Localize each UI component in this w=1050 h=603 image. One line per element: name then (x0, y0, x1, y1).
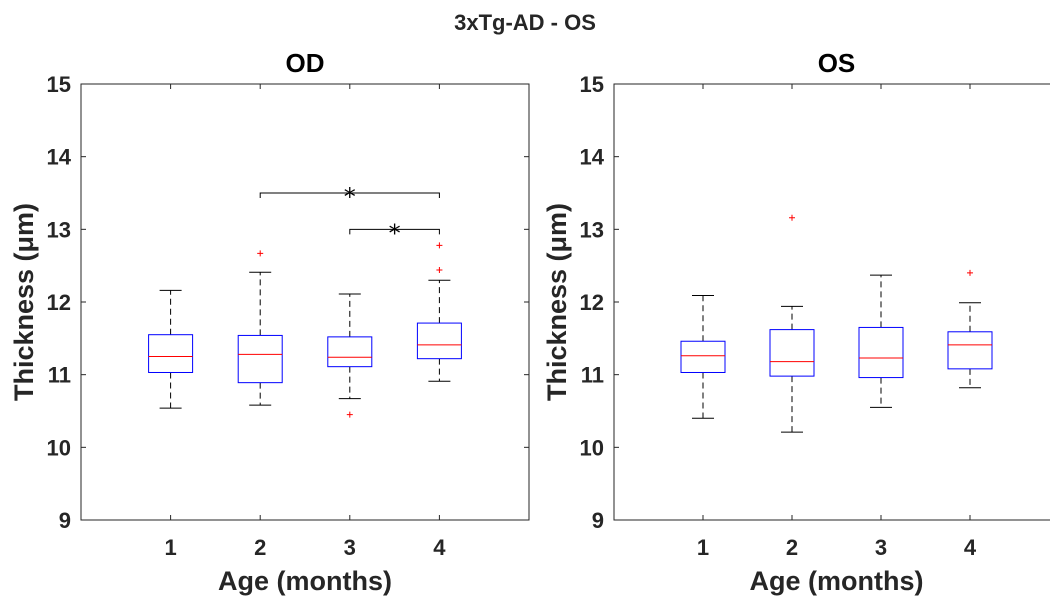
y-tick-label: 13 (47, 217, 71, 242)
outlier-marker (789, 214, 795, 221)
plot-frame (613, 83, 1050, 521)
figure-title: 3xTg-AD - OS (454, 10, 596, 35)
y-tick-label: 10 (580, 435, 604, 460)
box-iqr (947, 331, 993, 370)
panel-title: OD (286, 48, 325, 78)
x-tick-label: 1 (164, 535, 176, 560)
y-tick-label: 13 (580, 217, 604, 242)
box-iqr (769, 329, 815, 377)
panel-title: OS (818, 48, 856, 78)
x-axis-label: Age (months) (218, 566, 392, 596)
plot-frame (80, 83, 530, 521)
significance-star: * (344, 183, 356, 211)
outlier-marker (436, 267, 443, 274)
y-axis-label: Thickness (μm) (542, 203, 572, 401)
x-axis-label: Age (months) (750, 566, 924, 596)
y-tick-label: 14 (580, 145, 605, 170)
x-tick-label: 2 (786, 535, 798, 560)
y-tick-label: 11 (581, 363, 604, 388)
box-iqr (416, 322, 462, 360)
x-tick-label: 1 (697, 535, 709, 560)
box-iqr (327, 336, 373, 368)
y-tick-label: 9 (592, 508, 604, 533)
y-tick-label: 14 (47, 145, 72, 170)
significance-star: * (389, 219, 401, 247)
y-tick-label: 12 (580, 290, 604, 315)
outlier-marker (967, 269, 973, 276)
y-tick-label: 10 (47, 435, 71, 460)
box-iqr (148, 334, 194, 373)
x-tick-label: 2 (254, 535, 266, 560)
significance-bracket (349, 228, 440, 235)
x-tick-label: 3 (344, 535, 356, 560)
y-tick-label: 11 (48, 363, 71, 388)
y-tick-label: 15 (580, 72, 604, 97)
box-iqr (237, 334, 283, 384)
y-tick-label: 15 (47, 72, 71, 97)
outlier-marker (436, 242, 443, 249)
box-iqr (858, 326, 904, 379)
y-tick-label: 9 (59, 508, 71, 533)
x-tick-label: 3 (875, 535, 887, 560)
outlier-marker (257, 250, 264, 257)
x-tick-label: 4 (433, 535, 446, 560)
y-axis-label: Thickness (μm) (9, 203, 39, 401)
x-tick-label: 4 (964, 535, 977, 560)
outlier-marker (346, 411, 353, 418)
box-iqr (680, 340, 726, 373)
significance-bracket (259, 192, 440, 198)
y-tick-label: 12 (47, 290, 71, 315)
